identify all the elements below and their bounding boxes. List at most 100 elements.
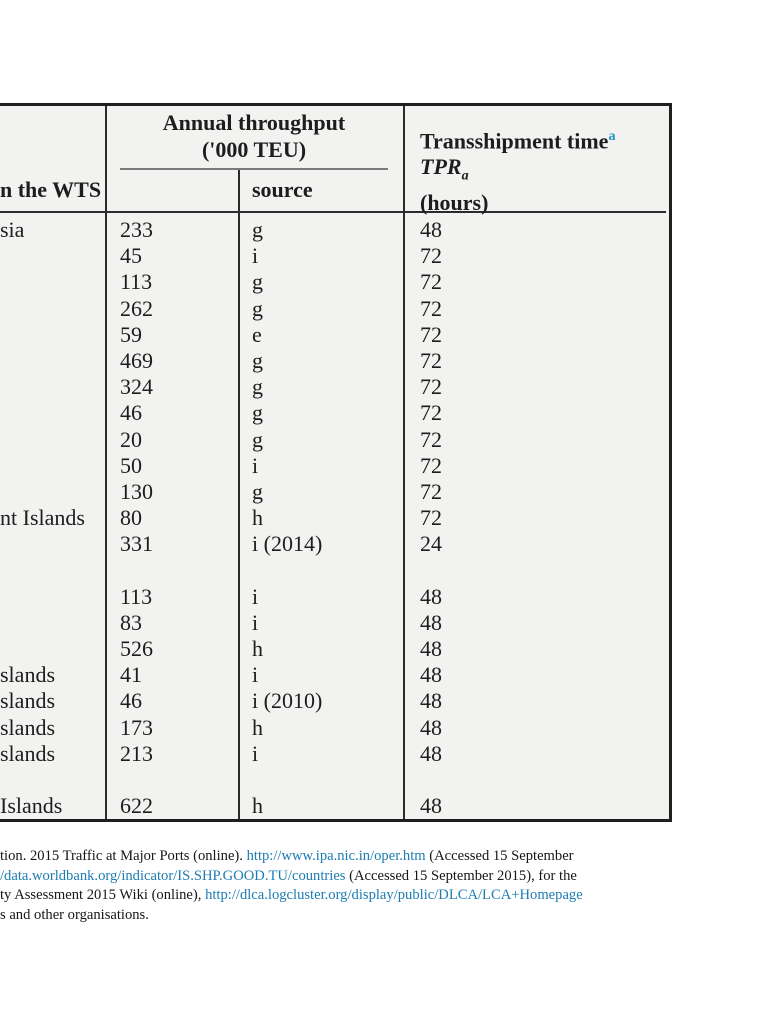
footnote-text: (Accessed 15 September 2015), for the xyxy=(345,867,577,884)
source-cell: g xyxy=(252,347,263,373)
port-cell xyxy=(0,531,105,557)
footnote-text: tion. 2015 Traffic at Major Ports (onlin… xyxy=(0,848,247,864)
port-cell xyxy=(0,243,105,269)
throughput-cell: 213 xyxy=(120,740,153,766)
column-divider-port xyxy=(105,106,107,819)
footnote-link[interactable]: http://www.ipa.nic.in/oper.htm xyxy=(246,848,426,864)
throughput-header-line1: Annual throughput xyxy=(162,110,346,135)
source-cell: h xyxy=(252,793,263,819)
port-cell: slands xyxy=(0,662,55,688)
source-cell: h xyxy=(252,636,263,661)
table-row xyxy=(0,557,669,583)
source-cell: i (2010) xyxy=(252,688,323,714)
source-cell: g xyxy=(252,217,263,242)
throughput-cell: 113 xyxy=(120,269,153,295)
port-cell: slands xyxy=(0,740,55,766)
port-cell xyxy=(0,557,105,583)
column-header-transshipment: Transshipment timea TPRa (hours) xyxy=(420,124,615,216)
port-cell xyxy=(0,322,105,348)
port-cell: slands xyxy=(0,688,55,714)
port-cell xyxy=(0,479,105,505)
footnote-link[interactable]: http://dlca.logcluster.org/display/publi… xyxy=(205,887,583,904)
throughput-cell: 526 xyxy=(120,636,153,661)
footnote-link[interactable]: /data.worldbank.org/indicator/IS.SHP.GOO… xyxy=(0,867,346,884)
source-cell: g xyxy=(252,478,263,504)
column-divider-transshipment xyxy=(403,106,405,819)
throughput-header-line2: ('000 TEU) xyxy=(201,137,307,162)
table-row xyxy=(0,767,669,793)
table-row: slands 213 i 48 xyxy=(0,741,669,767)
table-row: 20 g 72 xyxy=(0,427,669,453)
tpr-cell: 72 xyxy=(420,269,442,295)
source-cell: h xyxy=(252,505,263,531)
throughput-cell: 173 xyxy=(120,714,153,740)
transshipment-header-unit: (hours) xyxy=(420,189,489,215)
footnote-line: ty Assessment 2015 Wiki (online), http:/… xyxy=(0,886,768,906)
tpr-cell xyxy=(403,557,669,583)
throughput-cell: 41 xyxy=(120,662,142,688)
source-cell: i xyxy=(252,583,259,609)
tpr-cell: 48 xyxy=(420,740,442,766)
footnote-marker-a: a xyxy=(608,129,616,144)
transshipment-header-symbol: TPRa xyxy=(420,154,615,189)
table-row: 46 g 72 xyxy=(0,400,669,426)
column-header-wts: n the WTS xyxy=(0,178,102,202)
throughput-cell: 324 xyxy=(120,374,153,400)
port-cell xyxy=(0,400,105,426)
table-row: sia 233 g 48 xyxy=(0,217,669,243)
source-cell: g xyxy=(252,269,263,295)
tpr-cell: 72 xyxy=(420,452,442,478)
table-row: 50 i 72 xyxy=(0,453,669,479)
source-cell: i xyxy=(252,662,259,688)
throughput-cell: 80 xyxy=(120,505,142,531)
port-cell xyxy=(0,296,105,322)
port-cell: nt Islands xyxy=(0,505,85,531)
tpr-cell: 72 xyxy=(420,347,442,373)
port-cell: sia xyxy=(0,217,25,242)
tpr-symbol-text: TPR xyxy=(420,154,462,180)
tpr-cell: 72 xyxy=(420,505,442,531)
tpr-cell: 72 xyxy=(420,400,442,426)
port-cell: Islands xyxy=(0,793,63,819)
throughput-cell: 45 xyxy=(120,243,142,269)
footnote-line: tion. 2015 Traffic at Major Ports (onlin… xyxy=(0,847,768,867)
column-header-source: source xyxy=(252,177,313,202)
table-row: 59 e 72 xyxy=(0,322,669,348)
source-cell: i xyxy=(252,609,259,635)
throughput-cell: 46 xyxy=(120,688,142,714)
footnote-text: (Accessed 15 September xyxy=(425,848,574,864)
tpr-cell: 48 xyxy=(420,636,442,661)
footnote-line: s and other organisations. xyxy=(0,906,768,926)
throughput-cell xyxy=(105,557,238,583)
table-row: 469 g 72 xyxy=(0,348,669,374)
source-cell: i (2014) xyxy=(252,531,323,557)
source-cell: h xyxy=(252,714,263,740)
table-row: 113 g 72 xyxy=(0,269,669,295)
throughput-cell: 469 xyxy=(120,347,153,373)
table-row: 526 h 48 xyxy=(0,636,669,662)
transshipment-header-title: Transshipment timea xyxy=(420,124,615,154)
table-row: 262 g 72 xyxy=(0,296,669,322)
tpr-cell: 48 xyxy=(420,217,442,242)
table-row: 83 i 48 xyxy=(0,610,669,636)
tpr-cell: 72 xyxy=(420,321,442,347)
port-cell xyxy=(0,453,105,479)
throughput-cell: 233 xyxy=(120,217,153,242)
table-row: slands 46 i (2010) 48 xyxy=(0,688,669,714)
throughput-cell xyxy=(105,767,238,793)
source-cell xyxy=(238,557,403,583)
tpr-cell: 72 xyxy=(420,243,442,269)
header-separator-rule xyxy=(0,211,666,213)
port-cell xyxy=(0,610,105,636)
table-row: 331 i (2014) 24 xyxy=(0,531,669,557)
port-cell xyxy=(0,636,105,662)
throughput-cell: 83 xyxy=(120,609,142,635)
table-row: nt Islands 80 h 72 xyxy=(0,505,669,531)
table-row: 113 i 48 xyxy=(0,584,669,610)
tpr-cell: 48 xyxy=(420,793,442,819)
port-cell xyxy=(0,584,105,610)
table-row: 130 g 72 xyxy=(0,479,669,505)
tpr-subscript: a xyxy=(461,168,469,184)
throughput-cell: 46 xyxy=(120,400,142,426)
source-cell: i xyxy=(252,452,259,478)
